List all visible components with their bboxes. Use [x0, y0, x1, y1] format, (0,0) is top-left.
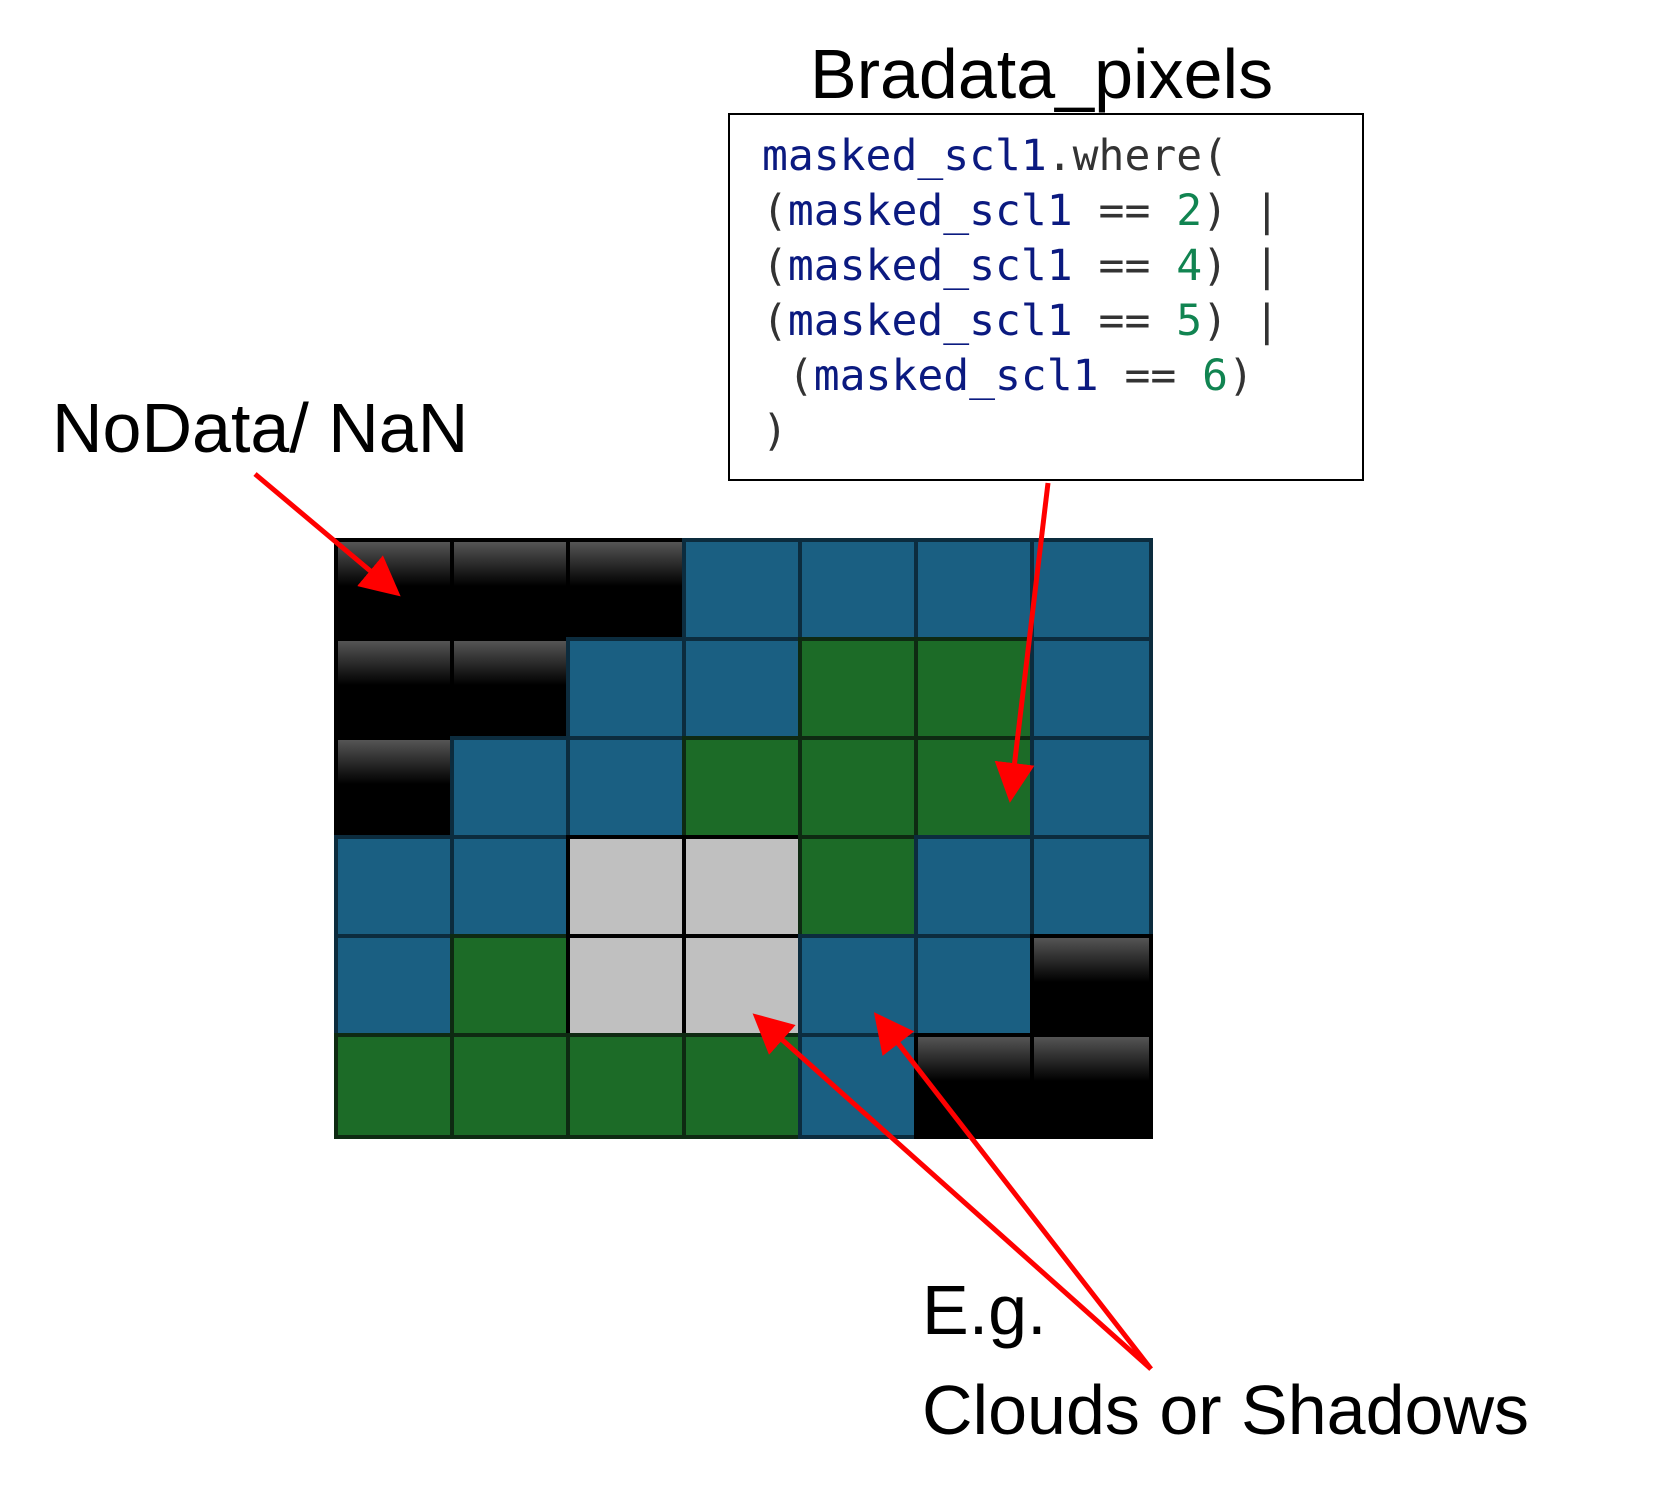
- pixel-cell-water: [450, 736, 573, 842]
- code-token: ==: [1072, 186, 1177, 236]
- code-token: masked_scl1: [762, 131, 1047, 181]
- code-token: 6: [1202, 351, 1229, 401]
- code-token: ) |: [1202, 296, 1280, 346]
- code-token: ): [1228, 351, 1254, 401]
- pixel-cell-water: [1030, 538, 1153, 644]
- code-token: masked_scl1: [787, 296, 1073, 346]
- code-token: ==: [1072, 296, 1177, 346]
- code-token: (: [762, 296, 788, 346]
- code-snippet: masked_scl1.where( (masked_scl1 == 2) | …: [762, 129, 1280, 459]
- code-token: 5: [1176, 296, 1203, 346]
- code-token: masked_scl1: [813, 351, 1099, 401]
- nodata-arrow: [253, 472, 401, 597]
- code-token: ) |: [1202, 186, 1280, 236]
- example-label: E.g.: [922, 1271, 1047, 1349]
- code-snippet-box: masked_scl1.where( (masked_scl1 == 2) | …: [728, 113, 1364, 481]
- valid-pixel-arrow: [994, 482, 1051, 803]
- shadow-arrow: [873, 1012, 1153, 1371]
- pixel-cell-water: [566, 637, 689, 743]
- pixel-cell-veg: [798, 637, 921, 743]
- code-token: (: [762, 351, 814, 401]
- code-token: ): [762, 406, 788, 456]
- code-token: masked_scl1: [787, 186, 1073, 236]
- pixel-cell-nodata: [1030, 1033, 1153, 1139]
- code-token: 2: [1176, 186, 1203, 236]
- nodata-label: NoData/ NaN: [52, 389, 469, 467]
- pixel-cell-nodata: [1030, 934, 1153, 1040]
- code-token: masked_scl1: [787, 241, 1073, 291]
- code-token: .where(: [1046, 131, 1228, 181]
- clouds-shadows-label: Clouds or Shadows: [922, 1371, 1529, 1449]
- pixel-cell-water: [682, 637, 805, 743]
- pixel-cell-water: [1030, 736, 1153, 842]
- code-token: (: [762, 186, 788, 236]
- pixel-cell-veg: [798, 736, 921, 842]
- code-token: ==: [1098, 351, 1203, 401]
- code-token: (: [762, 241, 788, 291]
- pixel-cell-veg: [798, 835, 921, 941]
- cloud-arrow: [752, 1013, 1153, 1371]
- pixel-grid: [334, 538, 1198, 1174]
- pixel-cell-water: [682, 538, 805, 644]
- diagram-title: Bradata_pixels: [810, 35, 1274, 113]
- code-token: 4: [1176, 241, 1203, 291]
- pixel-cell-veg: [682, 1033, 805, 1139]
- code-token: ==: [1072, 241, 1177, 291]
- code-token: ) |: [1202, 241, 1280, 291]
